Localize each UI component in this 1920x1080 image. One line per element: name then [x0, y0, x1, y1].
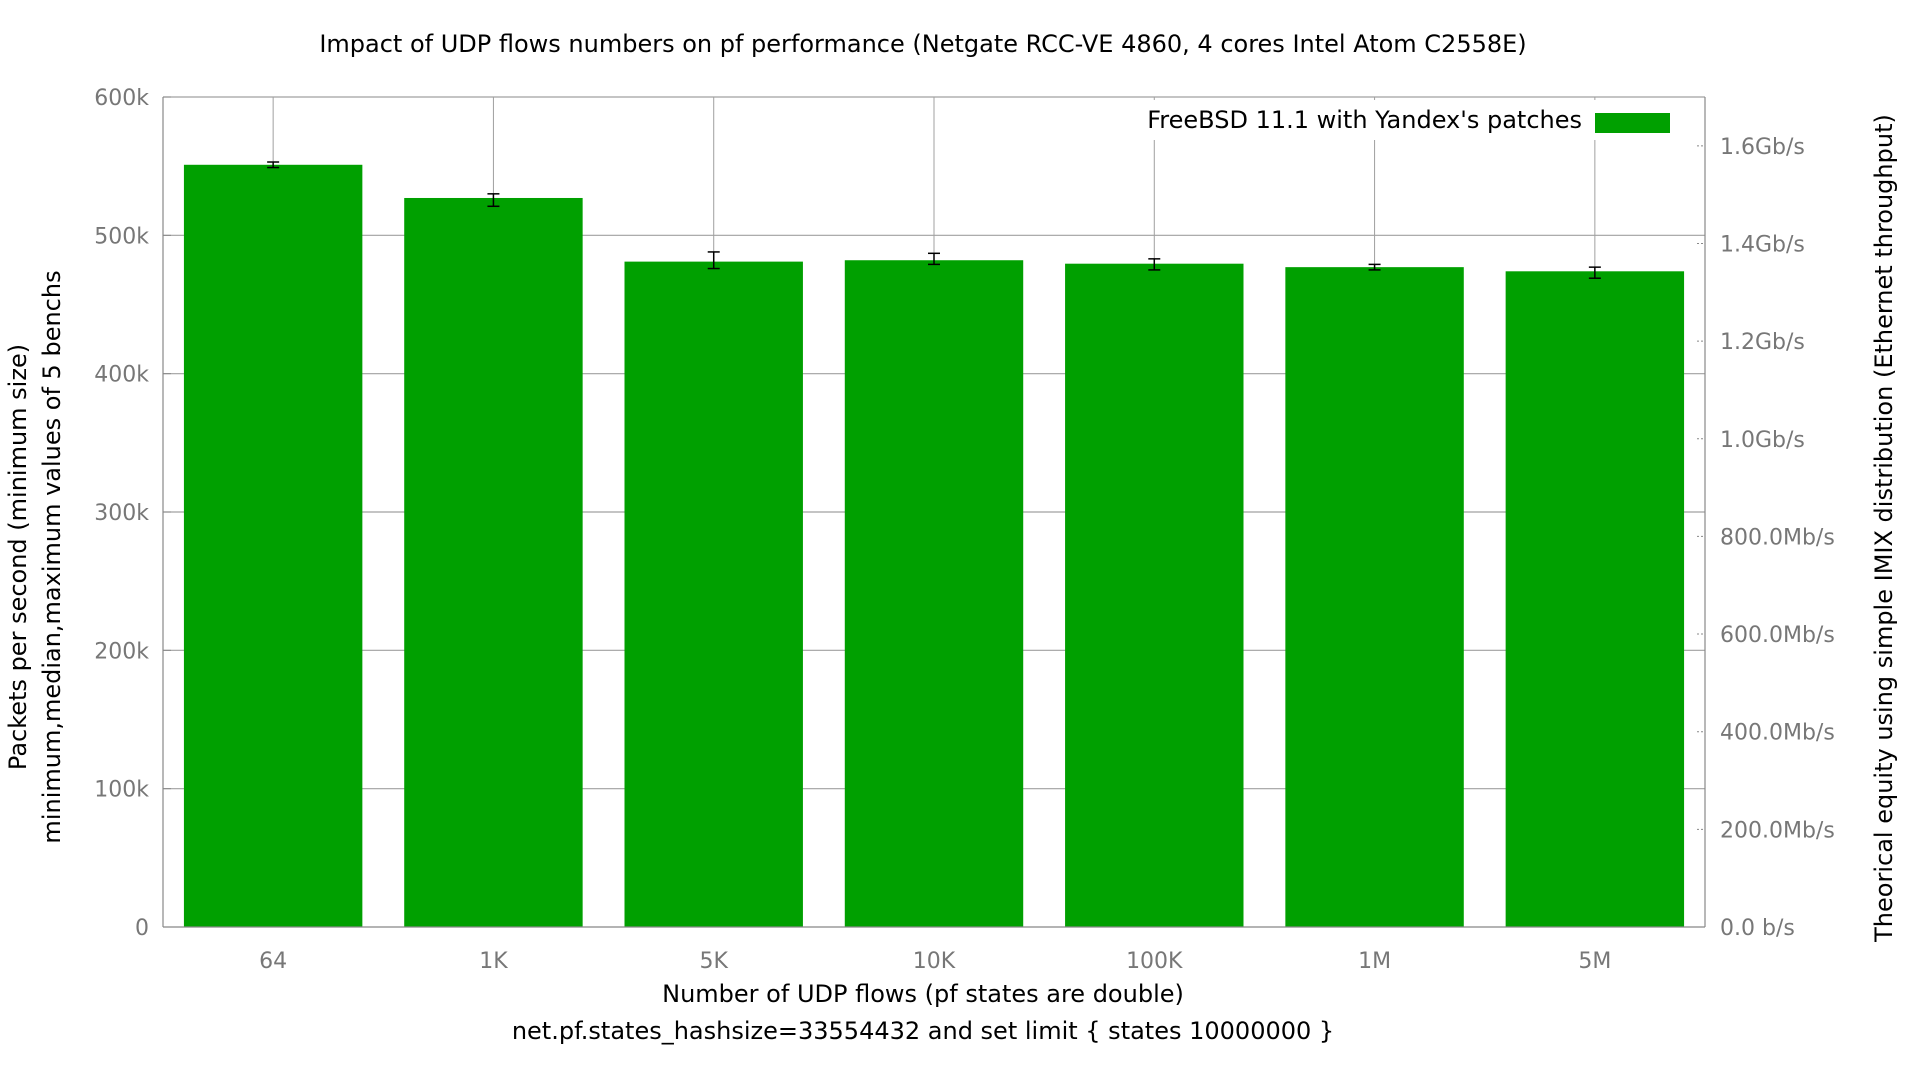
legend-label: FreeBSD 11.1 with Yandex's patches	[1147, 106, 1582, 134]
x-tick-label-10K: 10K	[913, 949, 956, 974]
y-axis-label-line2: minimum,median,maximum values of 5 bench…	[38, 270, 66, 843]
y-axis-label-line1: Packets per second (minimum size)	[4, 344, 32, 770]
x-axis-label-line1: Number of UDP flows (pf states are doubl…	[662, 980, 1184, 1008]
x-tick-label-1K: 1K	[479, 949, 508, 974]
bar-5K	[624, 261, 803, 927]
y2-tick-label-0: 0.0 b/s	[1720, 916, 1795, 941]
y-tick-label-5: 500k	[94, 224, 149, 249]
y-tick-label-2: 200k	[94, 639, 149, 664]
y-tick-label-3: 300k	[94, 501, 149, 526]
chart-title: Impact of UDP flows numbers on pf perfor…	[319, 30, 1526, 58]
x-axis-label-line2: net.pf.states_hashsize=33554432 and set …	[512, 1017, 1334, 1045]
legend: FreeBSD 11.1 with Yandex's patches	[1128, 100, 1676, 140]
error-bars	[267, 161, 1601, 279]
y2-tick-label-2: 400.0Mb/s	[1720, 721, 1835, 746]
bar-5M	[1505, 271, 1685, 927]
y2-tick-label-1: 200.0Mb/s	[1720, 818, 1835, 843]
bar-64	[183, 164, 363, 928]
y-axis-ticks: 0 100k 200k 300k 400k 500k 600k	[94, 86, 171, 941]
x-tick-label-5M: 5M	[1578, 949, 1611, 974]
x-tick-label-5K: 5K	[699, 949, 728, 974]
bar-100K	[1065, 263, 1244, 928]
bar-1M	[1285, 267, 1464, 927]
bar-1K	[404, 197, 583, 927]
legend-bg	[1128, 100, 1676, 140]
bars	[183, 164, 1685, 928]
y2-tick-label-7: 1.4Gb/s	[1720, 232, 1805, 257]
y2-tick-label-6: 1.2Gb/s	[1720, 330, 1805, 355]
legend-swatch	[1595, 113, 1670, 133]
y2-tick-label-4: 800.0Mb/s	[1720, 525, 1835, 550]
y2-tick-label-5: 1.0Gb/s	[1720, 428, 1805, 453]
x-tick-label-1M: 1M	[1358, 949, 1391, 974]
y2-axis-ticks: 0.0 b/s 200.0Mb/s 400.0Mb/s 600.0Mb/s 800.0M…	[1697, 135, 1835, 941]
x-axis-ticks: 64 1K 5K 10K 100K 1M 5M	[259, 949, 1611, 974]
y-tick-label-0: 0	[135, 916, 149, 941]
y2-tick-label-8: 1.6Gb/s	[1720, 135, 1805, 160]
y-tick-label-6: 600k	[94, 86, 149, 111]
y2-tick-label-3: 600.0Mb/s	[1720, 623, 1835, 648]
x-tick-label-64: 64	[259, 949, 287, 974]
y-tick-label-4: 400k	[94, 363, 149, 388]
y-tick-label-1: 100k	[94, 778, 149, 803]
x-tick-label-100K: 100K	[1126, 949, 1183, 974]
bar-10K	[844, 260, 1024, 927]
y2-axis-label: Theorical equity using simple IMIX distr…	[1870, 114, 1898, 943]
